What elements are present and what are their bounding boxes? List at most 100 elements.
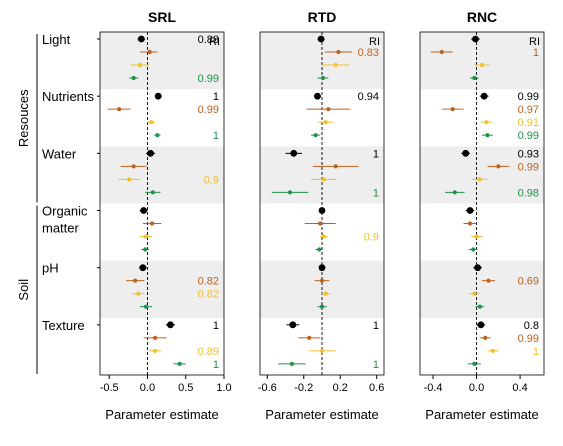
panel-title: RNC (467, 9, 497, 25)
estimate-point (149, 120, 154, 125)
estimate-point (319, 304, 325, 309)
estimate-point (137, 62, 142, 68)
predictor-label: Organic (42, 204, 88, 219)
estimate-point (477, 321, 485, 329)
ri-header: RI (369, 36, 380, 48)
estimate-point (155, 133, 160, 138)
estimate-point (314, 92, 321, 100)
estimate-point (439, 49, 444, 55)
group-label: Soil (16, 279, 31, 301)
estimate-point (154, 92, 162, 100)
estimate-point (139, 264, 147, 272)
estimate-point (471, 247, 476, 252)
estimate-point (131, 75, 136, 81)
estimate-point (143, 234, 149, 239)
x-tick-label: -0.6 (258, 382, 277, 394)
group-label: Resouces (16, 89, 31, 147)
estimate-point (143, 247, 148, 252)
estimate-point (317, 35, 325, 43)
estimate-point (136, 291, 141, 296)
x-tick-label: -0.4 (424, 382, 443, 394)
x-tick-label: 0.4 (512, 382, 527, 394)
ri-value: 1 (213, 130, 219, 142)
estimate-point (485, 133, 490, 138)
estimate-point (472, 291, 477, 296)
estimate-point (319, 278, 325, 283)
ri-value: 0.9 (204, 174, 219, 186)
ri-value: 1 (213, 91, 219, 103)
group-band (100, 260, 224, 318)
ri-value: 0.99 (198, 73, 219, 85)
ri-value: 1 (373, 187, 379, 199)
ri-value: 0.89 (198, 346, 219, 358)
estimate-point (472, 35, 479, 43)
ri-value: 1 (533, 47, 539, 59)
ri-value: 0.94 (358, 91, 379, 103)
ri-value: 0.99 (518, 130, 539, 142)
estimate-point (137, 35, 145, 43)
ri-value: 0.88 (198, 34, 219, 46)
estimate-point (131, 164, 136, 169)
estimate-point (472, 75, 477, 81)
ri-value: 0.9 (364, 232, 379, 244)
ri-value: 1 (213, 359, 219, 371)
estimate-point (321, 177, 326, 182)
ri-value: 0.82 (198, 289, 219, 301)
estimate-point (290, 149, 298, 157)
ri-value: 0.99 (518, 91, 539, 103)
x-tick-label: 0.5 (178, 382, 193, 394)
estimate-point (474, 234, 479, 239)
ri-header: RI (529, 36, 540, 48)
estimate-point (333, 62, 338, 68)
estimate-point (147, 149, 154, 157)
estimate-point (177, 361, 182, 366)
ri-value: 0.8 (524, 320, 539, 332)
estimate-point (486, 278, 491, 283)
x-tick-label: 0.0 (140, 382, 155, 394)
x-tick-label: 0.6 (369, 382, 384, 394)
estimate-point (472, 361, 477, 366)
estimate-point (336, 49, 341, 55)
estimate-point (490, 348, 495, 353)
estimate-point (462, 149, 470, 157)
predictor-label: matter (42, 221, 80, 236)
estimate-point (287, 190, 293, 195)
estimate-point (318, 207, 326, 214)
estimate-point (496, 164, 501, 169)
estimate-point (313, 133, 318, 138)
estimate-point (318, 221, 323, 226)
ri-value: 0.91 (518, 117, 539, 129)
ri-value: 0.97 (518, 104, 539, 116)
ri-value: 0.83 (358, 47, 379, 59)
group-band (420, 260, 544, 318)
predictor-label: Water (42, 146, 77, 161)
estimate-point (126, 177, 132, 182)
estimate-point (153, 335, 158, 340)
x-axis-label: Parameter estimate (425, 407, 538, 422)
estimate-point (140, 207, 148, 214)
estimate-point (117, 107, 122, 112)
estimate-point (321, 234, 326, 239)
x-axis-label: Parameter estimate (105, 407, 218, 422)
panel-frame (99, 31, 225, 376)
estimate-point (483, 335, 488, 340)
estimate-point (323, 120, 328, 125)
ri-value: 0.99 (198, 104, 219, 116)
x-tick-label: 0.0 (469, 382, 484, 394)
ri-value: 0.82 (198, 276, 219, 288)
estimate-point (477, 304, 482, 309)
group-band (100, 146, 224, 204)
x-axis-label: Parameter estimate (265, 407, 378, 422)
estimate-point (147, 49, 152, 55)
estimate-point (452, 190, 457, 195)
x-tick-label: 0.2 (333, 382, 348, 394)
ri-value: 0.93 (518, 148, 539, 160)
estimate-point (326, 107, 331, 112)
x-tick-label: -0.2 (294, 382, 313, 394)
group-band (420, 146, 544, 204)
estimate-point (149, 221, 155, 226)
ri-header: RI (209, 36, 220, 48)
group-band (100, 32, 224, 90)
estimate-point (323, 291, 328, 296)
estimate-point (480, 92, 488, 100)
